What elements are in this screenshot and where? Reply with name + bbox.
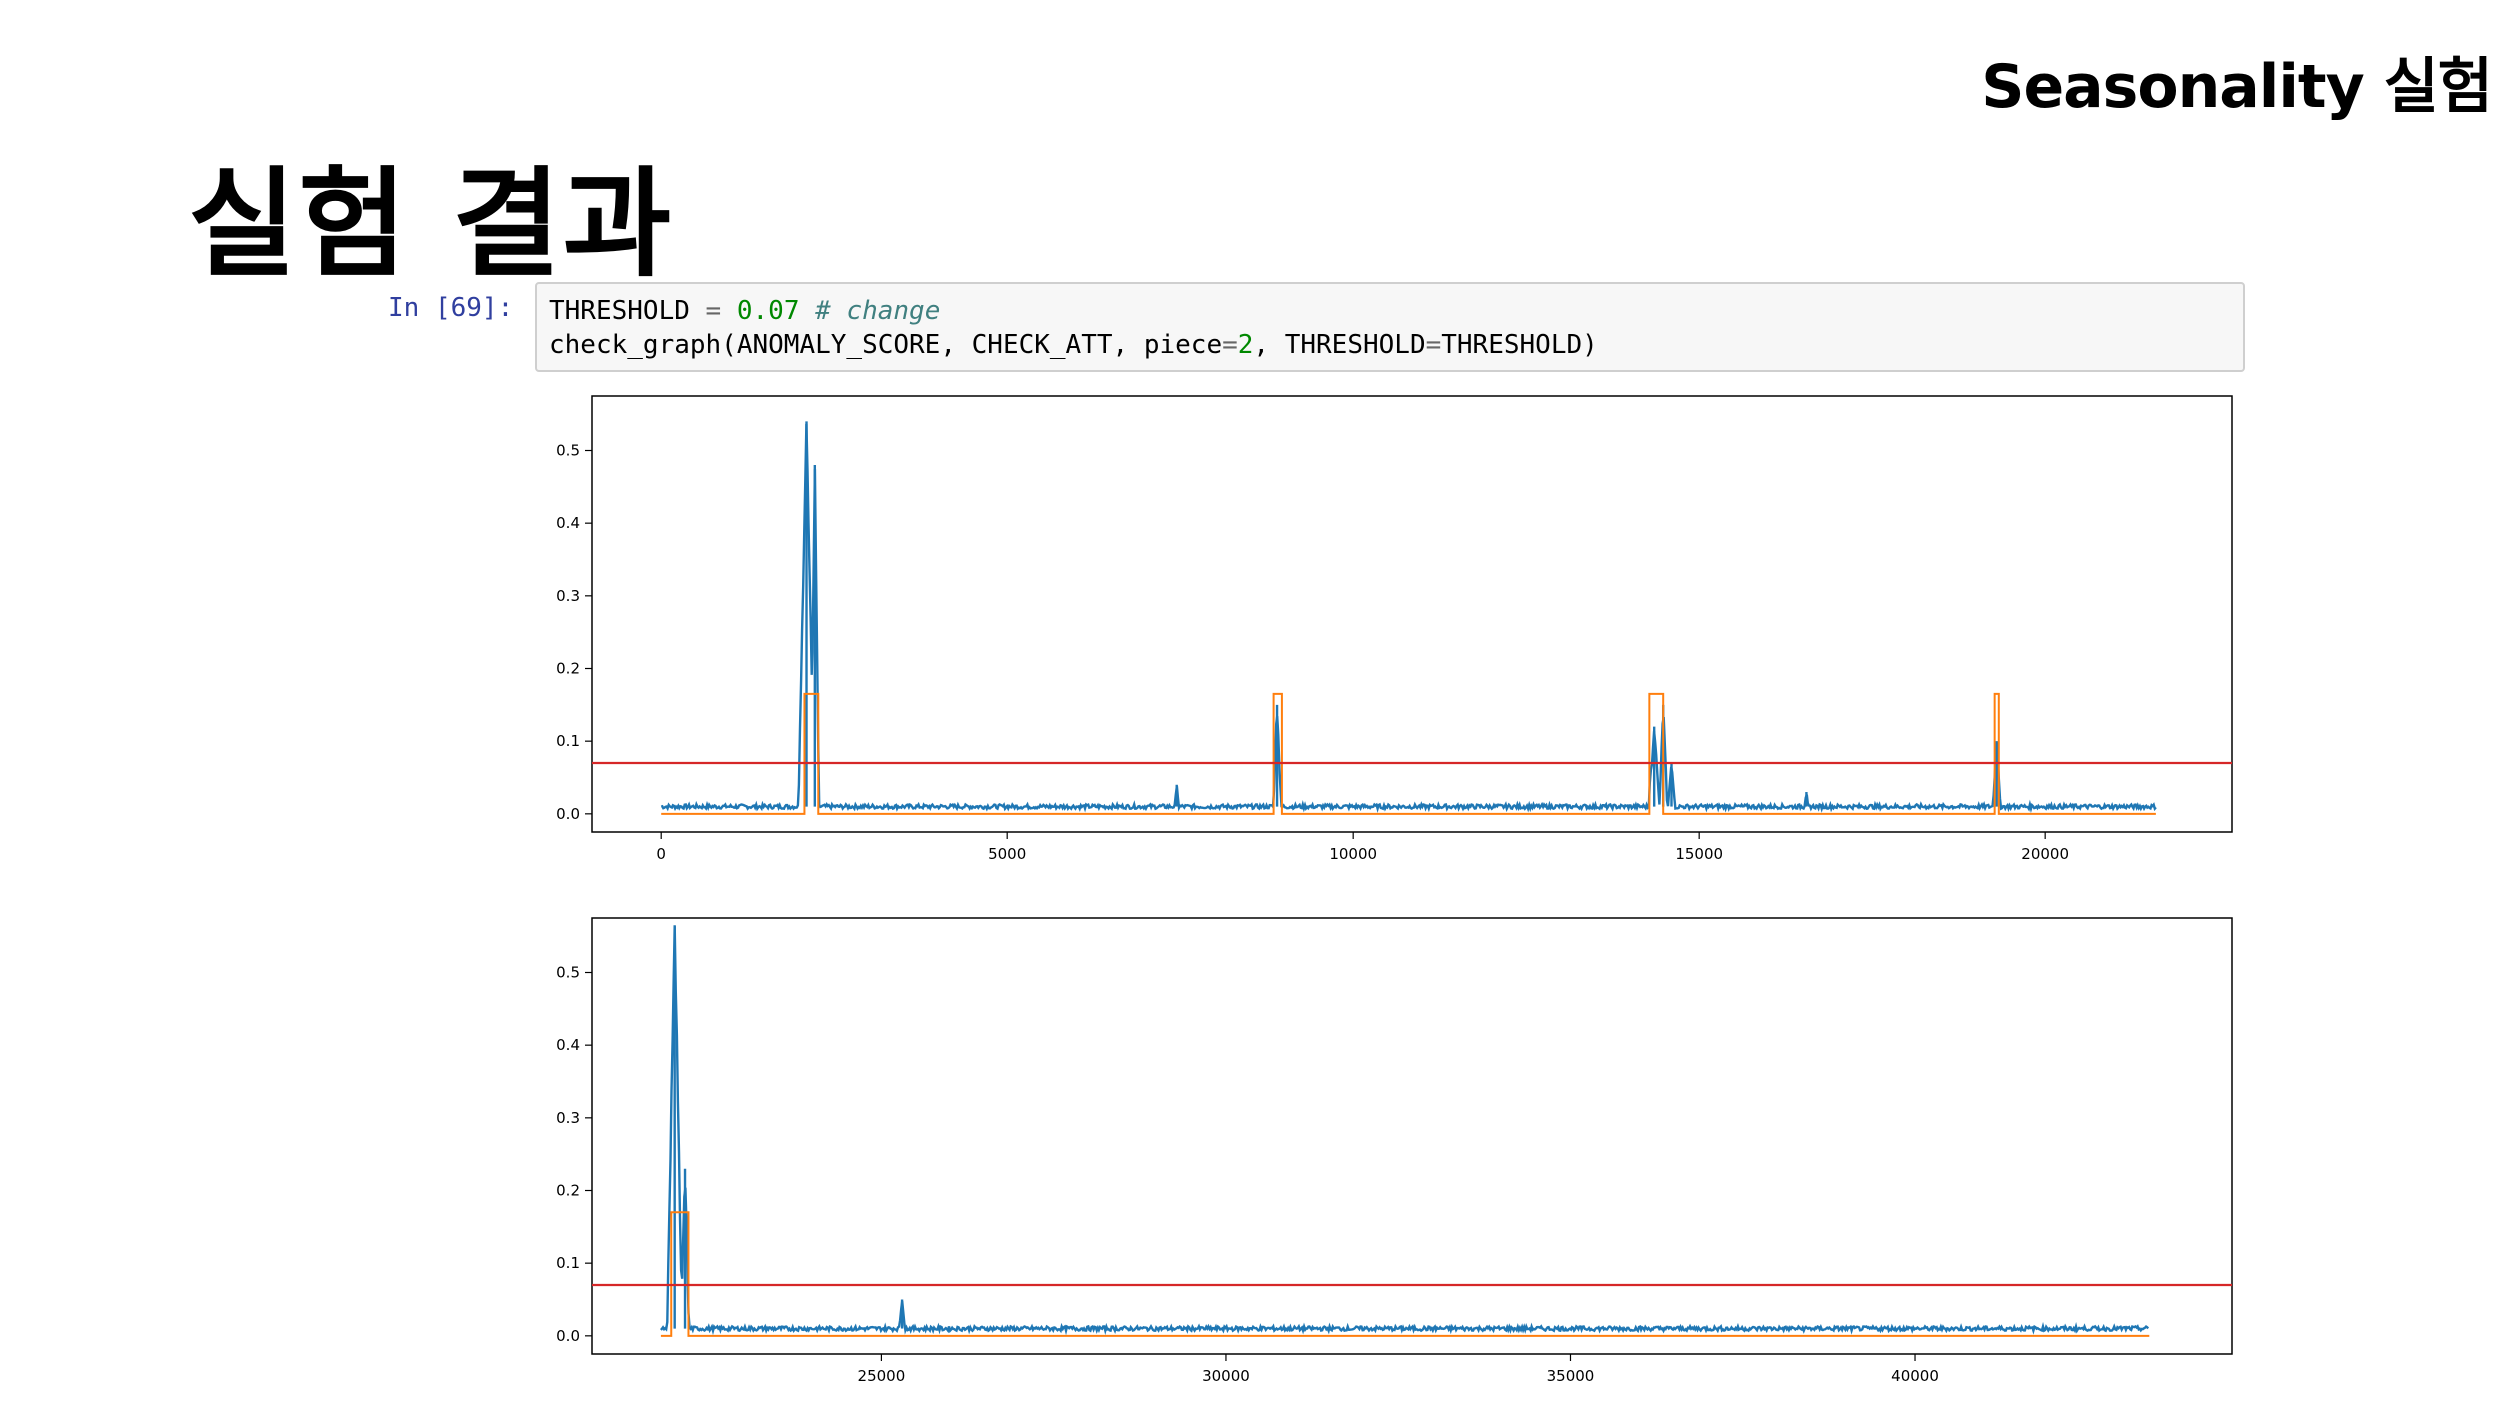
x-tick-label: 25000 <box>858 1367 906 1385</box>
label-series-line <box>660 1211 2150 1337</box>
x-tick-label: 15000 <box>1675 845 1723 863</box>
y-tick-label: 0.4 <box>556 514 580 532</box>
y-tick-label: 0.1 <box>556 1254 580 1272</box>
code-call-arg: , THRESHOLD <box>1253 330 1426 360</box>
code-call: check_graph(ANOMALY_SCORE, CHECK_ATT, pi… <box>549 330 1223 360</box>
y-tick-label: 0.4 <box>556 1036 580 1054</box>
y-tick-label: 0.2 <box>556 660 580 678</box>
code-comment: # change <box>799 296 941 326</box>
label-series-line <box>661 692 2156 815</box>
code-cell[interactable]: THRESHOLD = 0.07 # change check_graph(AN… <box>535 282 2245 372</box>
code-assign-op: = <box>689 296 737 326</box>
y-tick-label: 0.3 <box>556 587 580 605</box>
plot-frame-1 <box>591 395 2233 833</box>
code-var-threshold: THRESHOLD <box>549 296 690 326</box>
plot-frame-2 <box>591 917 2233 1355</box>
code-number: 0.07 <box>736 296 800 326</box>
code-call-tail: THRESHOLD) <box>1441 330 1598 360</box>
code-eq2: = <box>1425 330 1442 360</box>
y-tick-label: 0.2 <box>556 1182 580 1200</box>
x-tick-label: 40000 <box>1891 1367 1939 1385</box>
cell-prompt: In [69]: <box>388 293 514 323</box>
score-series-line <box>660 926 2150 1336</box>
x-tick-label: 5000 <box>988 845 1026 863</box>
y-tick-label: 0.5 <box>556 964 580 982</box>
x-tick-label: 0 <box>656 845 666 863</box>
slide-title: 실험 결과 <box>188 155 674 293</box>
slide-section-tag: Seasonality 실험 <box>1981 52 2493 122</box>
score-series-line <box>660 423 2157 814</box>
code-eq: = <box>1222 330 1238 360</box>
code-piece-value: 2 <box>1237 330 1254 360</box>
y-tick-label: 0.5 <box>556 442 580 460</box>
x-tick-label: 10000 <box>1329 845 1377 863</box>
y-tick-label: 0.1 <box>556 732 580 750</box>
x-tick-label: 30000 <box>1202 1367 1250 1385</box>
x-tick-label: 20000 <box>2021 845 2069 863</box>
x-tick-label: 35000 <box>1547 1367 1595 1385</box>
y-tick-label: 0.0 <box>556 805 580 823</box>
y-tick-label: 0.3 <box>556 1109 580 1127</box>
y-tick-label: 0.0 <box>556 1327 580 1345</box>
